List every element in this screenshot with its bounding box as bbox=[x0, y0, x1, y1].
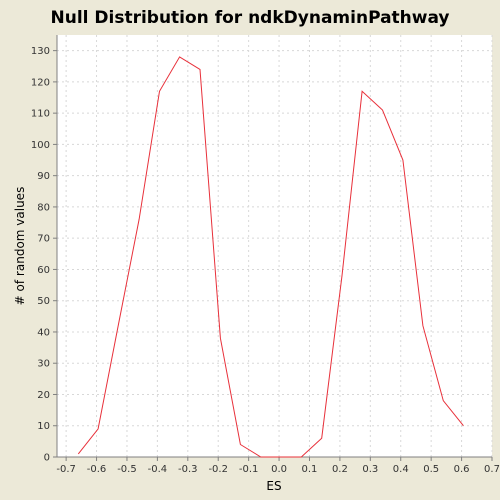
x-tick-label: 0.5 bbox=[423, 464, 439, 475]
x-tick-label: 0.6 bbox=[454, 464, 470, 475]
x-tick-label: -0.1 bbox=[239, 464, 259, 475]
y-tick-label: 130 bbox=[31, 46, 50, 57]
x-axis-title: ES bbox=[266, 479, 281, 493]
x-tick-label: -0.3 bbox=[178, 464, 198, 475]
y-tick-label: 70 bbox=[37, 234, 50, 245]
plot-area bbox=[57, 35, 492, 457]
x-tick-label: -0.6 bbox=[87, 464, 107, 475]
x-tick-label: 0.0 bbox=[271, 464, 287, 475]
x-tick-label: 0.2 bbox=[332, 464, 348, 475]
series-line bbox=[77, 56, 464, 458]
x-tick-label: -0.4 bbox=[148, 464, 168, 475]
x-tick-label: 0.4 bbox=[393, 464, 409, 475]
x-tick-label: -0.7 bbox=[56, 464, 76, 475]
grid-layer bbox=[57, 35, 493, 458]
y-tick-label: 80 bbox=[37, 202, 50, 213]
y-tick-label: 40 bbox=[37, 327, 50, 338]
x-tick-label: 0.7 bbox=[484, 464, 500, 475]
chart-title: Null Distribution for ndkDynaminPathway bbox=[50, 8, 449, 28]
y-tick-label: 120 bbox=[31, 77, 50, 88]
y-tick-label: 50 bbox=[37, 296, 50, 307]
y-tick-label: 20 bbox=[37, 390, 50, 401]
series-layer bbox=[77, 56, 464, 458]
y-axis-title: # of random values bbox=[13, 187, 27, 306]
x-tick-label: -0.5 bbox=[117, 464, 137, 475]
y-tick-label: 60 bbox=[37, 265, 50, 276]
y-tick-label: 110 bbox=[31, 109, 50, 120]
y-tick-label: 100 bbox=[31, 140, 50, 151]
x-tick-label: -0.2 bbox=[208, 464, 228, 475]
y-tick-label: 30 bbox=[37, 359, 50, 370]
x-tick-label: 0.1 bbox=[302, 464, 318, 475]
x-tick-label: 0.3 bbox=[362, 464, 378, 475]
y-tick-label: 10 bbox=[37, 421, 50, 432]
y-tick-label: 0 bbox=[44, 453, 50, 464]
y-tick-label: 90 bbox=[37, 171, 50, 182]
